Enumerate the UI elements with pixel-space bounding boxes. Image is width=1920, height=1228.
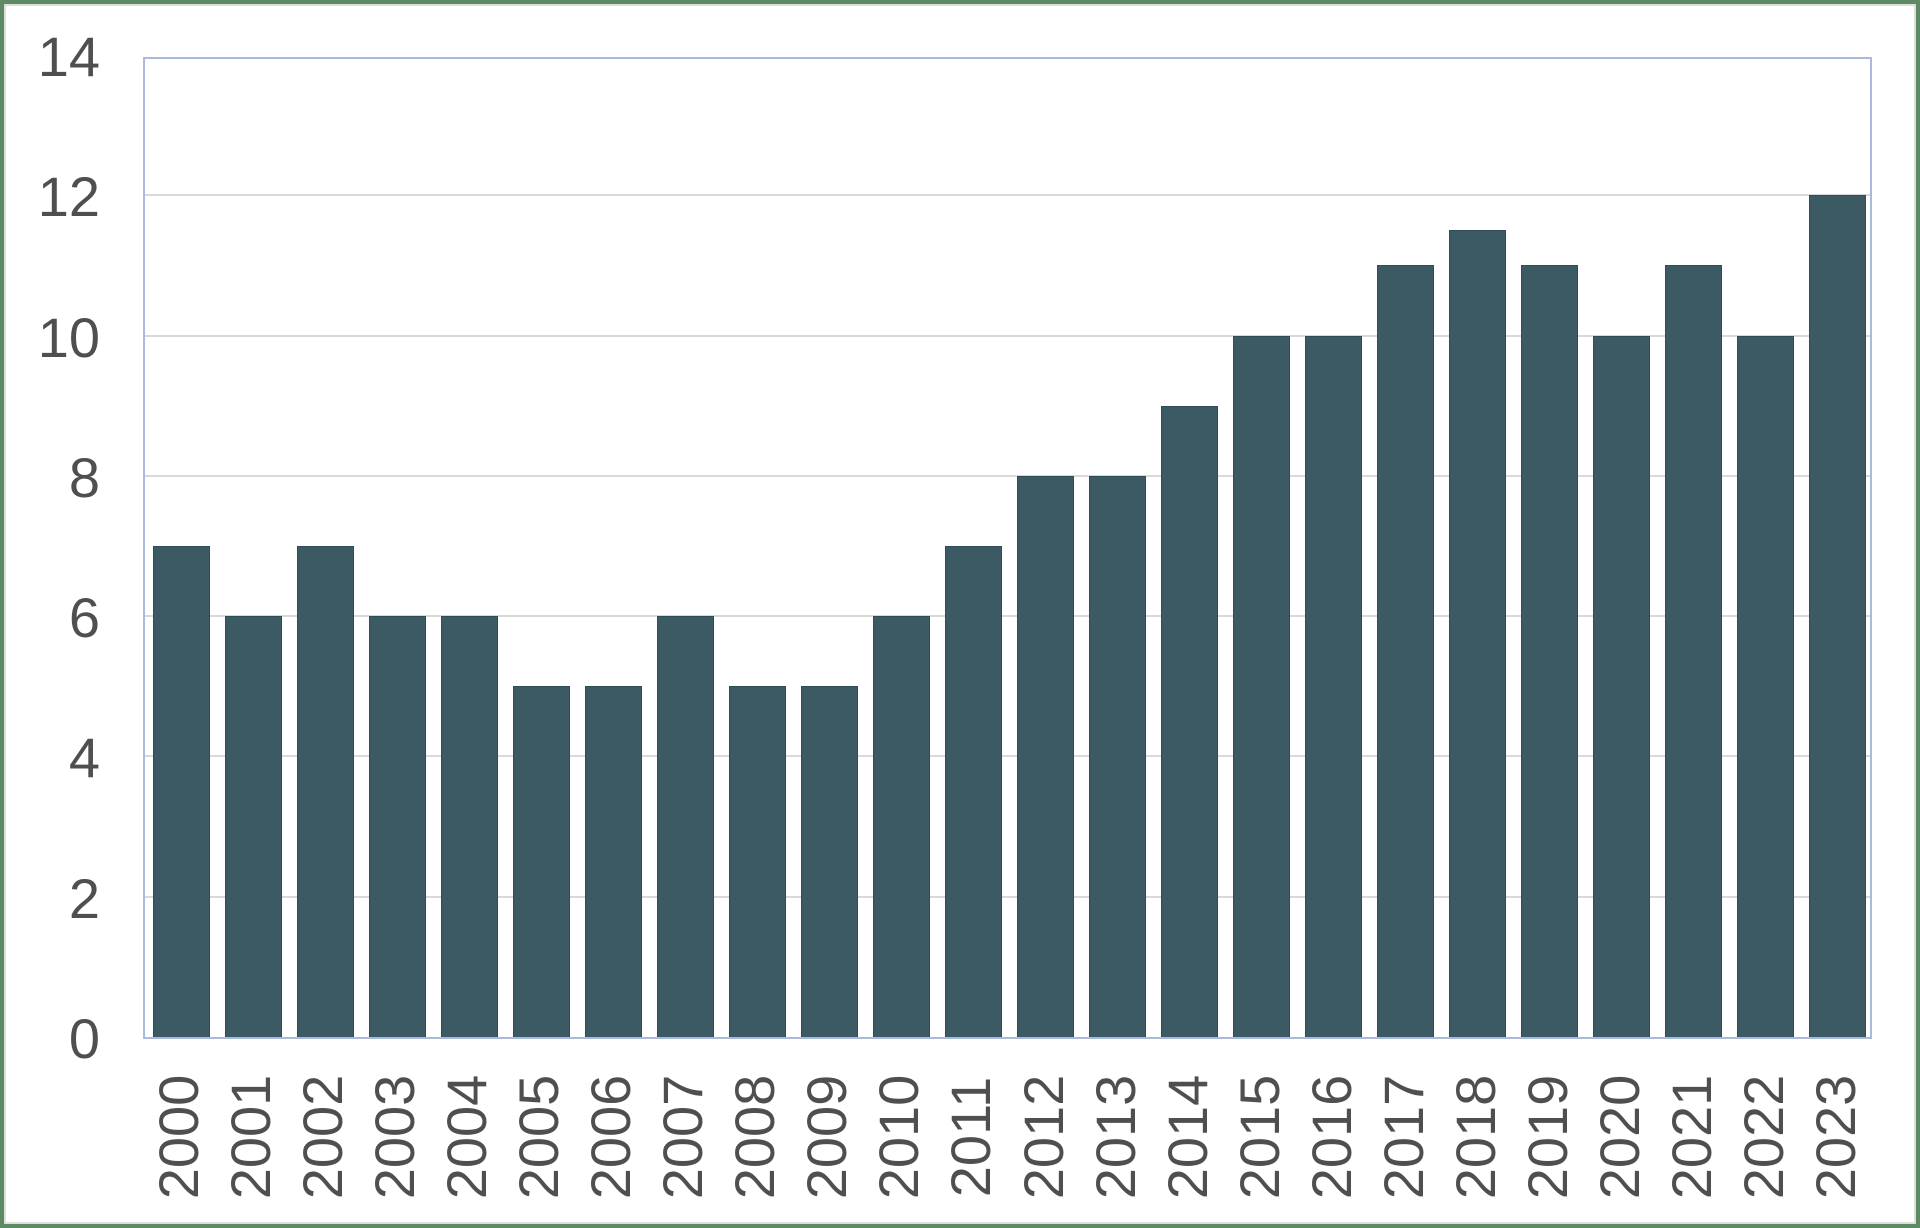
bar-chart: 0 2 4 6 8 10 12 14 2000 2001 2002 2003 2004 2005 2006… [4,4,1916,1224]
bar-2008 [728,686,786,1037]
bar-2012 [1017,475,1075,1037]
x-tick-label-2004: 2004 [435,1074,499,1200]
x-tick-label-2008: 2008 [723,1074,787,1200]
x-tick-label-2023: 2023 [1803,1074,1867,1200]
x-tick-label-2021: 2021 [1659,1074,1723,1200]
bar-2009 [800,686,858,1037]
bar-2019 [1521,265,1579,1037]
bar-2013 [1089,475,1147,1037]
gridline-y-8 [145,474,1870,477]
bar-2002 [296,546,354,1037]
x-tick-label-2003: 2003 [363,1074,427,1200]
x-tick-label-2015: 2015 [1227,1074,1291,1200]
gridline-y-10 [145,334,1870,337]
x-tick-label-2016: 2016 [1299,1074,1363,1200]
x-tick-label-2013: 2013 [1083,1074,1147,1200]
bar-2014 [1161,405,1219,1037]
x-tick-label-2018: 2018 [1443,1074,1507,1200]
x-tick-label-2000: 2000 [147,1074,211,1200]
x-tick-label-2001: 2001 [219,1074,283,1200]
y-tick-label-14: 14 [37,25,100,88]
x-tick-label-2012: 2012 [1011,1074,1075,1200]
x-tick-label-2005: 2005 [507,1074,571,1200]
bar-2007 [656,616,714,1037]
x-tick-label-2022: 2022 [1731,1074,1795,1200]
bar-2018 [1449,230,1507,1037]
y-tick-label-6: 6 [68,586,100,650]
bar-2016 [1305,335,1363,1037]
bar-2000 [152,546,210,1037]
bar-2023 [1809,195,1867,1037]
x-tick-label-2019: 2019 [1515,1074,1579,1200]
bar-2020 [1593,335,1651,1037]
bar-2017 [1377,265,1435,1037]
plot-area [143,57,1872,1039]
y-tick-label-2: 2 [68,866,100,930]
gridline-y-12 [145,194,1870,197]
y-tick-label-12: 12 [37,165,100,229]
bar-2006 [584,686,642,1037]
y-tick-label-0: 0 [68,1007,100,1070]
x-tick-label-2014: 2014 [1155,1074,1219,1200]
x-tick-label-2007: 2007 [651,1074,715,1200]
bar-2011 [944,546,1002,1037]
bar-2015 [1233,335,1291,1037]
bar-2003 [368,616,426,1037]
y-tick-label-8: 8 [68,445,100,509]
y-tick-label-10: 10 [37,305,100,369]
gridline-y-4 [145,755,1870,758]
x-tick-label-2010: 2010 [867,1074,931,1200]
bar-2010 [872,616,930,1037]
bar-2001 [224,616,282,1037]
x-tick-label-2017: 2017 [1371,1074,1435,1200]
gridline-y-2 [145,895,1870,898]
y-tick-label-4: 4 [68,726,100,790]
x-tick-label-2020: 2020 [1587,1074,1651,1200]
bar-2021 [1665,265,1723,1037]
gridline-y-6 [145,615,1870,618]
x-tick-label-2011: 2011 [939,1076,1003,1198]
x-tick-label-2006: 2006 [579,1074,643,1200]
x-tick-label-2009: 2009 [795,1074,859,1200]
x-tick-label-2002: 2002 [291,1074,355,1200]
bar-2022 [1737,335,1795,1037]
bar-2004 [440,616,498,1037]
bar-2005 [512,686,570,1037]
